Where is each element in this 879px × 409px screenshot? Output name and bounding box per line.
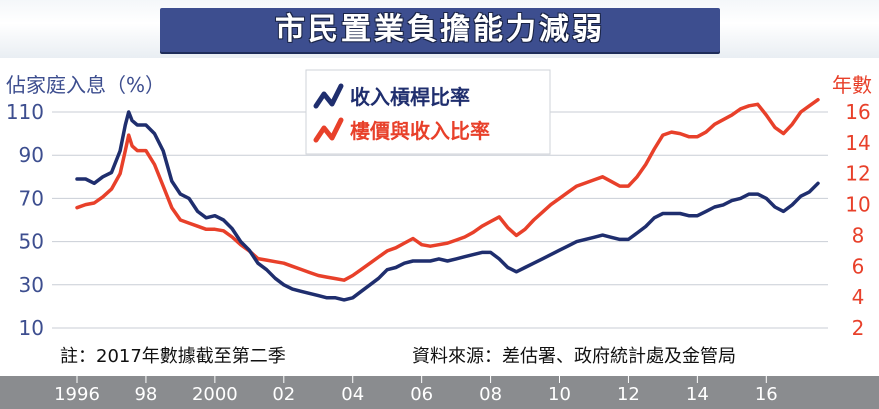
left-tick-label: 110 [6,100,44,124]
title-band [160,8,720,52]
x-tick-label: 1996 [54,384,100,405]
right-axis-label: 年數 [832,73,872,97]
x-tick-label: 06 [410,384,433,405]
right-tick-label: 16 [845,100,870,124]
x-tick-label: 98 [134,384,157,405]
chart-title: 市民置業負擔能力減弱 [275,12,605,47]
right-tick-label: 14 [845,131,870,155]
legend-box [305,69,551,155]
note-footnote: 註：2017年數據截至第二季 [60,346,286,367]
right-tick-label: 8 [852,223,865,247]
left-tick-label: 10 [19,316,44,340]
note-source: 資料來源：差估署、政府統計處及金管局 [412,346,736,367]
legend-red-label: 樓價與收入比率 [350,119,490,143]
x-tick-label: 14 [686,384,709,405]
left-tick-label: 30 [19,273,44,297]
x-axis-strip [0,376,879,409]
x-tick-label: 02 [272,384,295,405]
left-tick-label: 90 [19,143,44,167]
x-tick-label: 04 [341,384,364,405]
x-tick-label: 12 [617,384,640,405]
left-axis-ticks: 10 30 50 70 90 110 [6,100,44,340]
legend: 收入槓桿比率 樓價與收入比率 [305,69,551,155]
series-line-income-leverage [75,110,820,302]
left-tick-label: 50 [19,230,44,254]
series-lines [75,97,820,302]
right-tick-label: 6 [852,254,865,278]
x-tick-label: 08 [479,384,502,405]
left-tick-label: 70 [19,186,44,210]
right-tick-label: 4 [852,285,865,309]
right-axis-ticks: 2 4 6 8 10 12 14 16 [845,100,870,340]
legend-red-swatch [313,117,344,143]
x-axis-ticks: 1996 98 2000 02 04 06 08 10 12 14 16 [54,376,778,405]
legend-blue-label: 收入槓桿比率 [350,85,470,109]
right-tick-label: 10 [845,193,870,217]
x-tick-label: 2000 [192,384,238,405]
right-tick-label: 2 [852,316,865,340]
x-tick-label: 16 [755,384,778,405]
x-tick-label: 10 [548,384,571,405]
legend-blue-swatch [313,83,344,109]
series-line-price-income [75,97,820,282]
left-axis-label: 佔家庭入息（%） [6,73,165,97]
right-tick-label: 12 [845,162,870,186]
